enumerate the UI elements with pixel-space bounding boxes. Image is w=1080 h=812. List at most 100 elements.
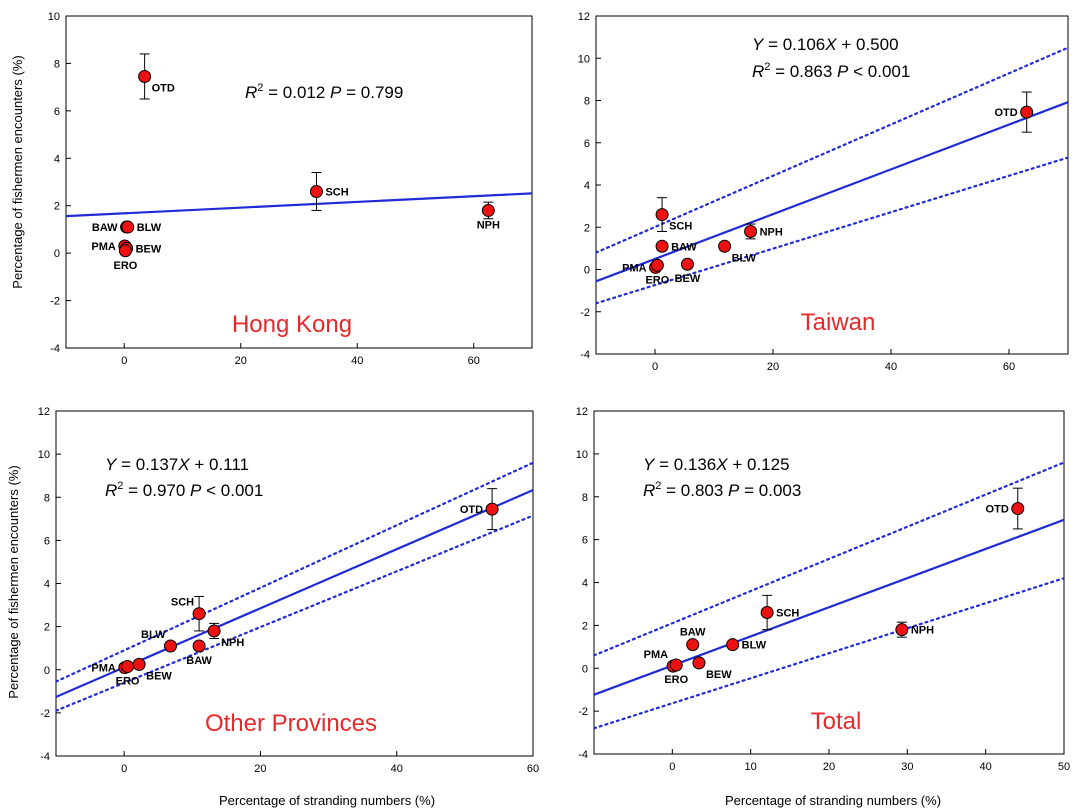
x-tick-label: 60 [527, 763, 539, 775]
confidence-band-upper [594, 461, 1064, 657]
plot-frame [65, 15, 533, 349]
point-label: BEW [675, 273, 701, 285]
y-tick-label: 4 [54, 153, 60, 165]
point-label: OTD [994, 107, 1017, 119]
data-point-blw [163, 639, 177, 653]
point-label: SCH [325, 186, 348, 198]
point-label: OTD [460, 504, 483, 516]
point-label: OTD [986, 504, 1009, 516]
point-label: OTD [152, 82, 175, 94]
data-point-sch [309, 184, 323, 198]
y-tick-label: -4 [40, 751, 50, 763]
y-tick-label: 2 [54, 201, 60, 213]
point-label: PMA [91, 241, 116, 253]
data-point-sch [760, 606, 774, 620]
point-label: NPH [911, 625, 934, 637]
x-tick-label: 40 [980, 761, 992, 773]
data-point-otd [485, 502, 499, 516]
regression-stats: R2 = 0.803 P = 0.003 [643, 480, 801, 500]
y-tick-label: 8 [44, 492, 50, 504]
data-point-nph [207, 624, 221, 638]
data-point-bew [680, 257, 694, 271]
x-tick-label: 0 [121, 355, 127, 367]
point-label: ERO [116, 676, 140, 688]
y-tick-label: 0 [584, 265, 590, 277]
y-tick-label: 6 [54, 106, 60, 118]
y-tick-label: 8 [582, 492, 588, 504]
y-tick-label: 12 [578, 11, 590, 23]
point-label: BLW [732, 252, 757, 264]
y-tick-label: 4 [582, 578, 588, 590]
x-tick-label: 0 [121, 763, 127, 775]
y-tick-label: 6 [44, 535, 50, 547]
point-label: BAW [92, 222, 118, 234]
regression-equation: Y = 0.106X + 0.500 [752, 35, 899, 54]
confidence-band-lower [56, 514, 533, 712]
data-point-ero [650, 258, 664, 272]
x-axis-label-right: Percentage of stranding numbers (%) [725, 793, 941, 808]
point-label: ERO [645, 274, 669, 286]
y-tick-label: 0 [582, 663, 588, 675]
y-tick-label: 12 [38, 406, 50, 418]
y-tick-label: 2 [584, 222, 590, 234]
y-tick-label: 10 [576, 449, 588, 461]
point-label: SCH [171, 597, 194, 609]
y-tick-label: 0 [44, 665, 50, 677]
y-tick-label: 8 [584, 96, 590, 108]
data-point-sch [655, 208, 669, 222]
data-point-otd [138, 69, 152, 83]
regression-equation: Y = 0.137X + 0.111 [105, 455, 249, 474]
y-axis-label-bottom: Percentage of fishermen encounters (%) [6, 465, 21, 698]
x-tick-label: 40 [391, 763, 403, 775]
confidence-band-lower [596, 156, 1068, 305]
panel-title: Other Provinces [205, 710, 377, 737]
y-tick-label: 12 [576, 406, 588, 418]
point-label: BAW [680, 627, 706, 639]
y-tick-label: -2 [580, 307, 590, 319]
y-tick-label: 10 [38, 449, 50, 461]
regression-line [596, 101, 1068, 283]
point-label: SCH [776, 608, 799, 620]
data-point-blw [726, 638, 740, 652]
y-tick-label: -2 [50, 296, 60, 308]
fit-lines [596, 46, 1068, 305]
point-label: BLW [137, 222, 162, 234]
x-tick-label: 60 [468, 355, 480, 367]
y-tick-label: -4 [578, 749, 588, 761]
data-point-blw [718, 239, 732, 253]
point-label: NPH [221, 637, 244, 649]
point-label: BLW [742, 640, 767, 652]
point-label: PMA [91, 663, 116, 675]
fit-lines [594, 461, 1064, 730]
x-tick-label: 40 [351, 355, 363, 367]
x-tick-label: 30 [901, 761, 913, 773]
chart-panel-1: -4 -2 0 2 4 6 8 10 0 20 40 60 OTD SCH NPH BAW BLW PMA BEW E… [48, 11, 533, 367]
x-tick-label: 10 [745, 761, 757, 773]
point-label: BAW [671, 241, 697, 253]
fit-lines [66, 192, 532, 218]
x-axis-label-left: Percentage of stranding numbers (%) [219, 793, 435, 808]
y-tick-label: 4 [44, 579, 50, 591]
regression-equation: Y = 0.136X + 0.125 [643, 455, 790, 474]
regression-stats: R2 = 0.970 P < 0.001 [105, 480, 263, 500]
y-tick-label: 2 [582, 620, 588, 632]
data-point-baw [686, 638, 700, 652]
y-tick-label: 2 [44, 622, 50, 634]
x-tick-label: 20 [823, 761, 835, 773]
x-tick-label: 0 [652, 361, 658, 373]
point-label: ERO [113, 260, 137, 272]
y-tick-label: 10 [48, 11, 60, 23]
data-point-nph [895, 623, 909, 637]
y-tick-label: 10 [578, 53, 590, 65]
point-label: BEW [706, 669, 732, 681]
y-tick-label: 4 [584, 180, 590, 192]
regression-line [594, 518, 1064, 696]
y-tick-label: 8 [54, 58, 60, 70]
panel-title: Hong Kong [232, 311, 352, 338]
data-point-otd [1011, 502, 1025, 516]
y-tick-label: 6 [582, 535, 588, 547]
point-label: NPH [477, 219, 500, 231]
data-point-baw [192, 639, 206, 653]
y-tick-label: -4 [50, 343, 60, 355]
